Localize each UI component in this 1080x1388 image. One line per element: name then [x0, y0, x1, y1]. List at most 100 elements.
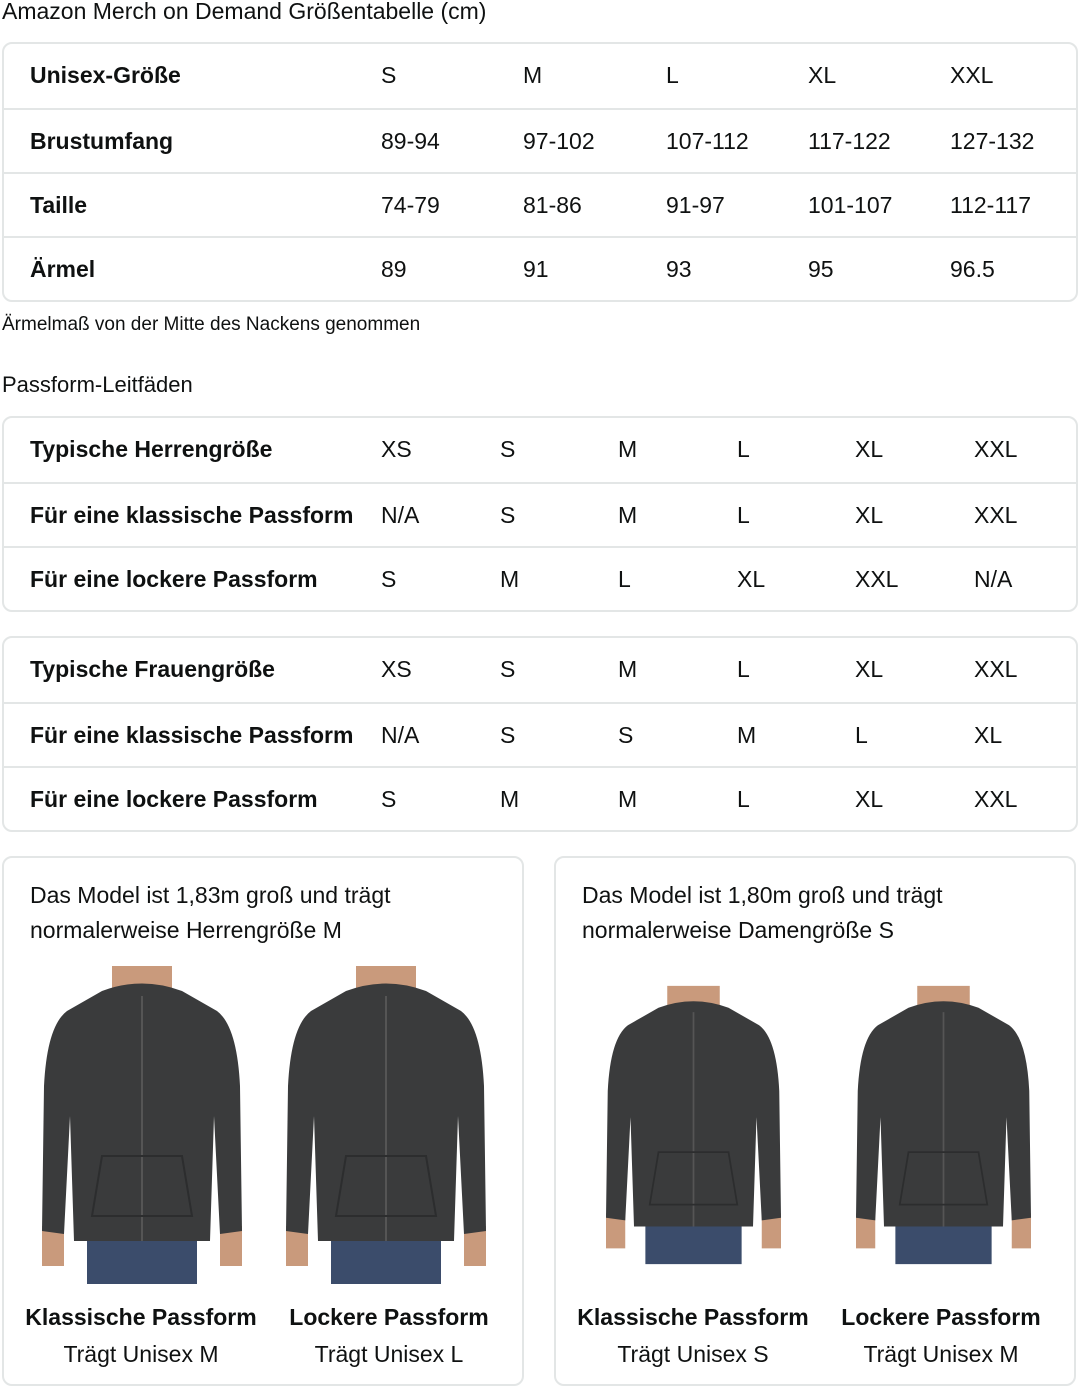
table-cell: 117-122	[808, 128, 891, 154]
fit-label: Lockere Passform	[841, 1304, 1041, 1330]
table-row: Für eine lockere Passform S M L XL XXL N/A	[4, 546, 1076, 610]
row-label: Für eine lockere Passform	[30, 786, 318, 812]
table-cell: XXL	[974, 656, 1018, 682]
table-row: Ärmel 89 91 93 95 96.5	[4, 236, 1076, 300]
table-cell: XXL	[950, 62, 994, 88]
table-row: Für eine klassische Passform N/A S S M L XL	[4, 702, 1076, 766]
table-cell: M	[618, 502, 638, 528]
table-cell: 97-102	[523, 128, 595, 154]
table-cell: 81-86	[523, 192, 582, 218]
table-cell: M	[618, 656, 638, 682]
hoodie-photo-classic	[42, 966, 242, 1284]
table-cell: S	[500, 436, 516, 462]
wears-label: Trägt Unisex S	[617, 1341, 769, 1367]
table-cell: XL	[855, 502, 884, 528]
row-label: Für eine lockere Passform	[30, 566, 318, 592]
model-caption: Das Model ist 1,80m groß und trägt norma…	[582, 882, 943, 943]
table-cell: M	[500, 786, 520, 812]
table-cell: L	[737, 656, 750, 682]
fit-label: Lockere Passform	[289, 1304, 489, 1330]
table-cell: 91	[523, 256, 549, 282]
table-row: Typische Frauengröße XS S M L XL XXL	[4, 638, 1076, 702]
table-cell: L	[666, 62, 679, 88]
table-cell: M	[618, 436, 638, 462]
table-cell: L	[737, 786, 750, 812]
table-cell: 91-97	[666, 192, 725, 218]
table-cell: 93	[666, 256, 692, 282]
unisex-size-table: Unisex-Größe S M L XL XXL Brustumfang 89-94 97-1…	[2, 42, 1078, 302]
page-title: Amazon Merch on Demand Größentabelle (cm…	[2, 0, 487, 24]
table-cell: S	[500, 656, 516, 682]
row-label: Typische Herrengröße	[30, 436, 273, 462]
wears-label: Trägt Unisex L	[314, 1341, 464, 1367]
table-cell: M	[523, 62, 543, 88]
row-label: Für eine klassische Passform	[30, 722, 354, 748]
table-cell: 112-117	[950, 192, 1031, 218]
row-label: Für eine klassische Passform	[30, 502, 354, 528]
table-cell: XL	[737, 566, 766, 592]
row-label: Typische Frauengröße	[30, 656, 275, 682]
table-cell: XXL	[855, 566, 899, 592]
fit-label: Klassische Passform	[25, 1304, 257, 1330]
table-cell: XL	[855, 786, 884, 812]
model-card-men: Das Model ist 1,83m groß und trägt norma…	[2, 856, 524, 1386]
table-cell: XL	[855, 436, 884, 462]
table-cell: N/A	[974, 566, 1013, 592]
table-cell: XXL	[974, 436, 1018, 462]
table-cell: S	[500, 722, 516, 748]
table-cell: S	[618, 722, 634, 748]
table-cell: XL	[855, 656, 884, 682]
men-fit-table: Typische Herrengröße XS S M L XL XXL Für eine k…	[2, 416, 1078, 612]
table-cell: XXL	[974, 502, 1018, 528]
women-fit-table: Typische Frauengröße XS S M L XL XXL Für eine k…	[2, 636, 1078, 832]
hoodie-photo-loose	[856, 966, 1031, 1284]
table-cell: L	[855, 722, 868, 748]
fit-label: Klassische Passform	[577, 1304, 809, 1330]
table-cell: N/A	[381, 722, 420, 748]
hoodie-photo-loose	[286, 966, 486, 1284]
table-cell: XS	[381, 656, 412, 682]
table-cell: 107-112	[666, 128, 749, 154]
table-row: Taille 74-79 81-86 91-97 101-107 112-117	[4, 172, 1076, 236]
hoodie-photo-classic	[606, 966, 781, 1284]
table-cell: 96.5	[950, 256, 995, 282]
sleeve-note: Ärmelmaß von der Mitte des Nackens genom…	[2, 314, 421, 335]
model-caption: Das Model ist 1,83m groß und trägt norma…	[30, 882, 391, 943]
table-cell: L	[618, 566, 631, 592]
figure-label: Klassische Passform Trägt Unisex M	[16, 1304, 266, 1368]
fit-guide-title: Passform-Leitfäden	[2, 372, 193, 397]
wears-label: Trägt Unisex M	[63, 1341, 219, 1367]
table-cell: S	[500, 502, 516, 528]
table-cell: XXL	[974, 786, 1018, 812]
table-cell: S	[381, 566, 397, 592]
row-label: Unisex-Größe	[30, 62, 181, 88]
table-cell: 95	[808, 256, 834, 282]
table-cell: M	[500, 566, 520, 592]
table-cell: XL	[974, 722, 1003, 748]
table-cell: 89-94	[381, 128, 440, 154]
figure-label: Klassische Passform Trägt Unisex S	[568, 1304, 818, 1368]
table-cell: L	[737, 436, 750, 462]
table-cell: L	[737, 502, 750, 528]
table-cell: N/A	[381, 502, 420, 528]
model-card-women: Das Model ist 1,80m groß und trägt norma…	[554, 856, 1076, 1386]
wears-label: Trägt Unisex M	[863, 1341, 1019, 1367]
row-label: Taille	[30, 192, 88, 218]
table-cell: 74-79	[381, 192, 440, 218]
table-row: Für eine lockere Passform S M M L XL XXL	[4, 766, 1076, 830]
table-cell: 89	[381, 256, 407, 282]
table-cell: S	[381, 62, 397, 88]
table-cell: XS	[381, 436, 412, 462]
table-row: Typische Herrengröße XS S M L XL XXL	[4, 418, 1076, 482]
figure-label: Lockere Passform Trägt Unisex L	[264, 1304, 514, 1368]
table-cell: 101-107	[808, 192, 893, 218]
table-cell: 127-132	[950, 128, 1035, 154]
row-label: Ärmel	[30, 256, 96, 282]
table-cell: S	[381, 786, 397, 812]
table-cell: M	[737, 722, 757, 748]
table-cell: XL	[808, 62, 837, 88]
figure-label: Lockere Passform Trägt Unisex M	[816, 1304, 1066, 1368]
table-row: Für eine klassische Passform N/A S M L XL XXL	[4, 482, 1076, 546]
table-row: Brustumfang 89-94 97-102 107-112 117-122 127-…	[4, 108, 1076, 172]
table-cell: M	[618, 786, 638, 812]
